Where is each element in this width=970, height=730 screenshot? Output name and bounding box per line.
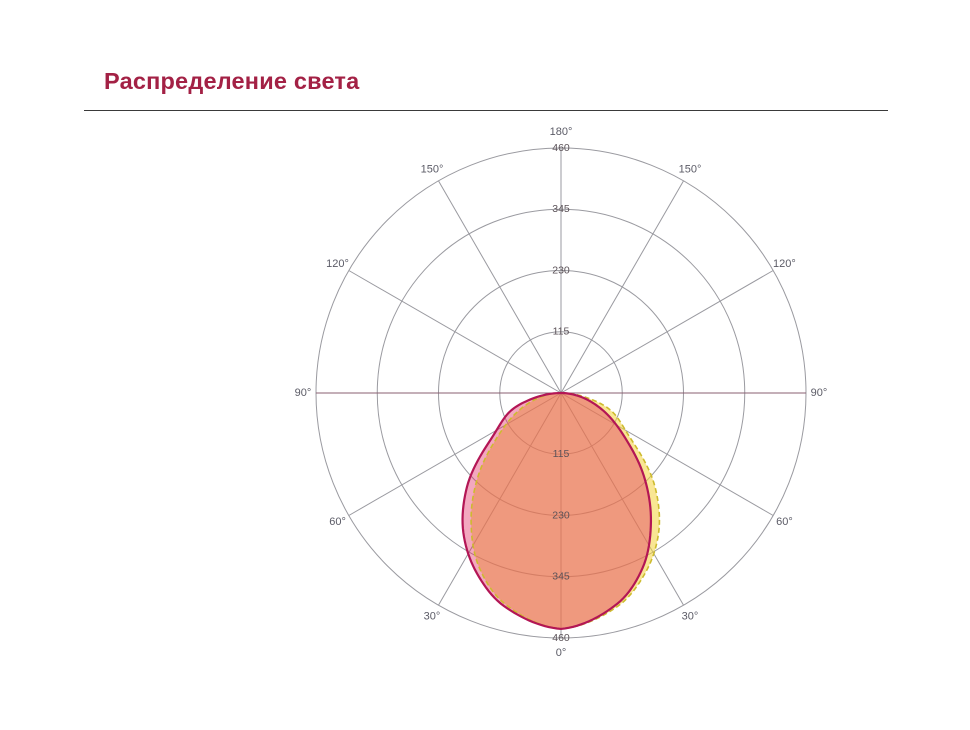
svg-text:120°: 120°: [326, 258, 349, 270]
svg-text:60°: 60°: [776, 516, 793, 528]
svg-text:345: 345: [552, 203, 570, 215]
svg-text:90°: 90°: [295, 387, 312, 399]
svg-text:0°: 0°: [556, 647, 567, 659]
svg-text:460: 460: [552, 632, 570, 644]
svg-text:90°: 90°: [811, 387, 828, 399]
svg-text:60°: 60°: [329, 516, 346, 528]
svg-text:150°: 150°: [421, 163, 444, 175]
svg-text:120°: 120°: [773, 258, 796, 270]
svg-text:345: 345: [552, 571, 570, 583]
svg-text:115: 115: [553, 448, 570, 460]
svg-text:30°: 30°: [682, 610, 699, 622]
svg-text:115: 115: [553, 326, 570, 338]
svg-text:230: 230: [552, 264, 570, 276]
svg-text:30°: 30°: [424, 610, 441, 622]
svg-text:460: 460: [552, 142, 570, 154]
svg-text:150°: 150°: [679, 163, 702, 175]
svg-text:180°: 180°: [550, 126, 573, 138]
svg-text:230: 230: [552, 509, 570, 521]
